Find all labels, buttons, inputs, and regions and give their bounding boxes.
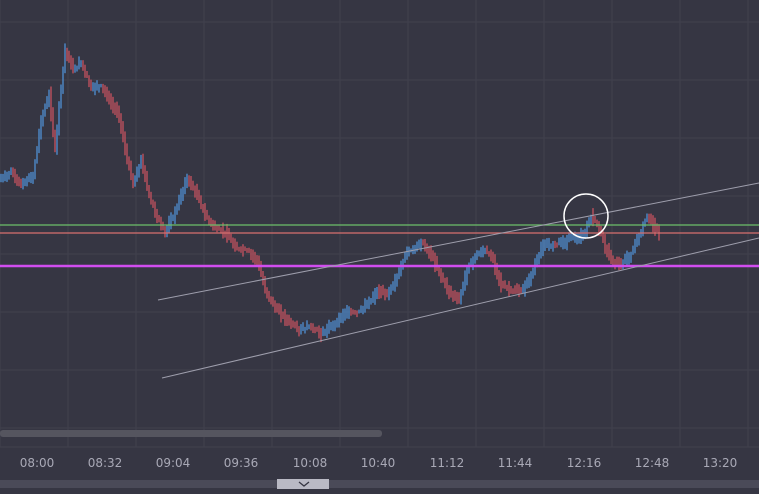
collapse-handle[interactable] (277, 479, 329, 489)
time-axis: 08:00 08:32 09:04 09:36 10:08 10:40 11:12 11:44… (20, 456, 738, 470)
highlight-circle[interactable] (563, 193, 609, 239)
grid (0, 0, 759, 447)
time-tick-label: 08:00 (20, 456, 55, 470)
channel-line-upper[interactable] (157, 182, 759, 301)
candles (0, 43, 660, 343)
time-tick-label: 13:20 (703, 456, 738, 470)
channel-line-lower[interactable] (161, 237, 759, 379)
time-tick-label: 10:08 (293, 456, 328, 470)
time-tick-label: 11:12 (430, 456, 465, 470)
time-tick-label: 08:32 (88, 456, 123, 470)
time-tick-label: 10:40 (361, 456, 396, 470)
chevron-down-icon (298, 481, 310, 487)
time-tick-label: 11:44 (498, 456, 533, 470)
time-tick-label: 12:48 (635, 456, 670, 470)
time-tick-label: 12:16 (567, 456, 602, 470)
bottom-bar (0, 480, 759, 488)
time-tick-label: 09:04 (156, 456, 191, 470)
horizontal-scrollbar[interactable] (0, 430, 382, 437)
time-tick-label: 09:36 (224, 456, 259, 470)
